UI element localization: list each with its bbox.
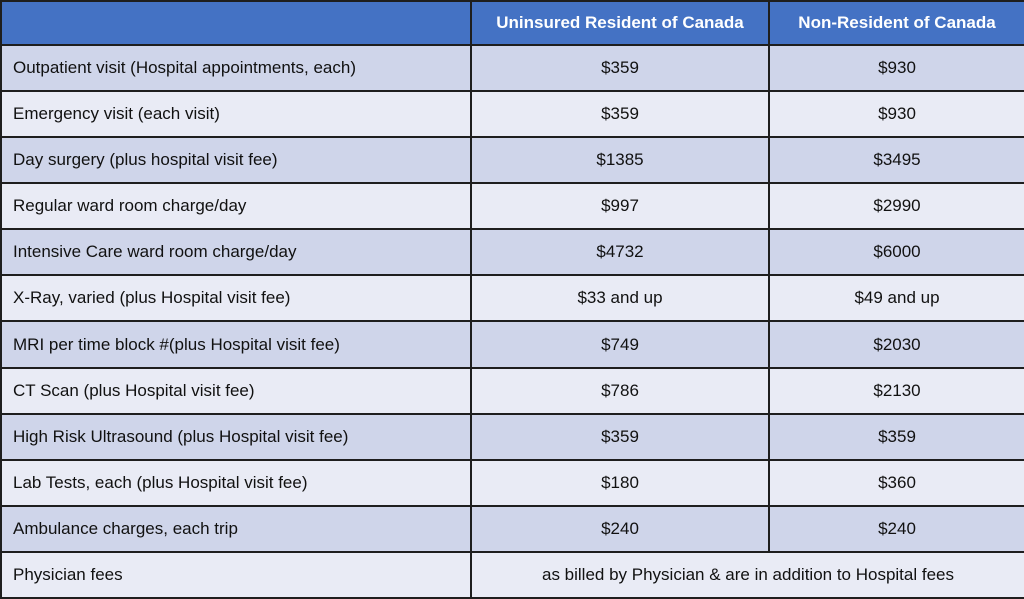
row-label: Outpatient visit (Hospital appointments,…: [0, 43, 472, 93]
row-label: Ambulance charges, each trip: [0, 504, 472, 553]
fee-cell: $240: [470, 504, 770, 553]
fee-cell: $997: [470, 182, 770, 231]
table-body: Outpatient visit (Hospital appointments,…: [0, 43, 1024, 599]
header-cell: Uninsured Resident of Canada: [470, 0, 770, 46]
table-row: Ambulance charges, each trip $240 $240: [0, 504, 1024, 553]
fee-cell: $2990: [768, 182, 1024, 231]
fee-cell: $360: [768, 458, 1024, 507]
row-label: X-Ray, varied (plus Hospital visit fee): [0, 274, 472, 323]
header-cell: Non-Resident of Canada: [768, 0, 1024, 46]
row-label: Physician fees: [0, 550, 472, 599]
table-row: Lab Tests, each (plus Hospital visit fee…: [0, 458, 1024, 507]
fee-cell: $4732: [470, 228, 770, 277]
fee-cell: $240: [768, 504, 1024, 553]
table-row: Intensive Care ward room charge/day $4732…: [0, 228, 1024, 277]
table-row: Day surgery (plus hospital visit fee) $13…: [0, 136, 1024, 185]
table-row: Emergency visit (each visit) $359 $930: [0, 90, 1024, 139]
fee-cell: $2030: [768, 320, 1024, 369]
header-cell-empty: [0, 0, 472, 46]
table-row: Regular ward room charge/day $997 $2990: [0, 182, 1024, 231]
table-row: X-Ray, varied (plus Hospital visit fee) $…: [0, 274, 1024, 323]
row-label: Intensive Care ward room charge/day: [0, 228, 472, 277]
fee-cell: $180: [470, 458, 770, 507]
fee-cell: $359: [470, 90, 770, 139]
fee-cell: $930: [768, 43, 1024, 93]
fee-cell: $749: [470, 320, 770, 369]
table-row: CT Scan (plus Hospital visit fee) $786 $21…: [0, 366, 1024, 415]
fee-cell: $6000: [768, 228, 1024, 277]
row-label: Emergency visit (each visit): [0, 90, 472, 139]
fee-cell: $359: [768, 412, 1024, 461]
row-label: CT Scan (plus Hospital visit fee): [0, 366, 472, 415]
row-label: Lab Tests, each (plus Hospital visit fee…: [0, 458, 472, 507]
fee-cell: $2130: [768, 366, 1024, 415]
fee-cell: $49 and up: [768, 274, 1024, 323]
table-row: High Risk Ultrasound (plus Hospital visi…: [0, 412, 1024, 461]
fee-cell: $33 and up: [470, 274, 770, 323]
row-label: MRI per time block #(plus Hospital visit…: [0, 320, 472, 369]
fee-cell: $359: [470, 43, 770, 93]
fee-cell: $3495: [768, 136, 1024, 185]
row-label: Day surgery (plus hospital visit fee): [0, 136, 472, 185]
fee-cell: as billed by Physician & are in addition…: [470, 550, 1024, 599]
fee-cell: $1385: [470, 136, 770, 185]
row-label: High Risk Ultrasound (plus Hospital visi…: [0, 412, 472, 461]
table-row: MRI per time block #(plus Hospital visit…: [0, 320, 1024, 369]
header-row: Uninsured Resident of Canada Non-Residen…: [0, 0, 1024, 46]
fee-cell: $786: [470, 366, 770, 415]
table-row: Outpatient visit (Hospital appointments,…: [0, 43, 1024, 93]
fee-cell: $930: [768, 90, 1024, 139]
row-label: Regular ward room charge/day: [0, 182, 472, 231]
fee-cell: $359: [470, 412, 770, 461]
table-row: Physician fees as billed by Physician & a…: [0, 550, 1024, 599]
